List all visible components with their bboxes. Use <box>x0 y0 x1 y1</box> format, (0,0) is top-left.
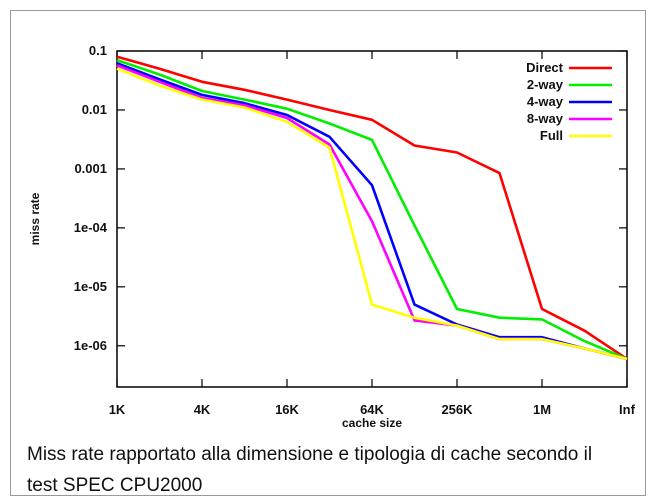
y-axis-ticks: 0.1 0.01 0.001 1e-04 1e-05 1e-06 <box>74 43 627 353</box>
y-axis-label: miss rate <box>28 192 42 245</box>
series-lines <box>116 55 628 361</box>
legend-label: 4-way <box>527 94 564 109</box>
x-tick-label: 16K <box>275 402 299 417</box>
legend-label: Full <box>540 128 563 143</box>
x-tick-label: Inf <box>619 402 636 417</box>
figure-frame: 0.1 0.01 0.001 1e-04 1e-05 1e-06 1K 4K 16K 64K 25… <box>10 10 646 496</box>
y-tick-label: 1e-04 <box>74 220 108 235</box>
series-line-4-way <box>116 61 628 361</box>
series-line-full <box>116 67 628 361</box>
x-axis-label: cache size <box>342 416 402 430</box>
series-line-8-way <box>116 64 628 361</box>
y-tick-label: 0.1 <box>89 43 107 58</box>
x-tick-label: 1M <box>533 402 551 417</box>
miss-rate-chart: 0.1 0.01 0.001 1e-04 1e-05 1e-06 1K 4K 16K 64K 25… <box>28 43 636 430</box>
legend-label: 2-way <box>527 77 564 92</box>
x-tick-label: 256K <box>441 402 473 417</box>
x-tick-label: 4K <box>194 402 211 417</box>
y-tick-label: 1e-05 <box>74 279 107 294</box>
legend-label: Direct <box>526 60 564 75</box>
series-line-2-way <box>116 58 628 361</box>
legend-label: 8-way <box>527 111 564 126</box>
x-tick-label: 64K <box>360 402 384 417</box>
y-tick-label: 1e-06 <box>74 338 107 353</box>
figure-caption: Miss rate rapportato alla dimensione e t… <box>27 444 593 496</box>
x-tick-label: 1K <box>109 402 126 417</box>
series-line-direct <box>116 55 628 360</box>
y-tick-label: 0.001 <box>74 161 107 176</box>
legend: Direct 2-way 4-way 8-way Full <box>526 60 612 143</box>
x-axis-ticks: 1K 4K 16K 64K 256K 1M Inf <box>109 51 636 417</box>
y-tick-label: 0.01 <box>82 102 107 117</box>
